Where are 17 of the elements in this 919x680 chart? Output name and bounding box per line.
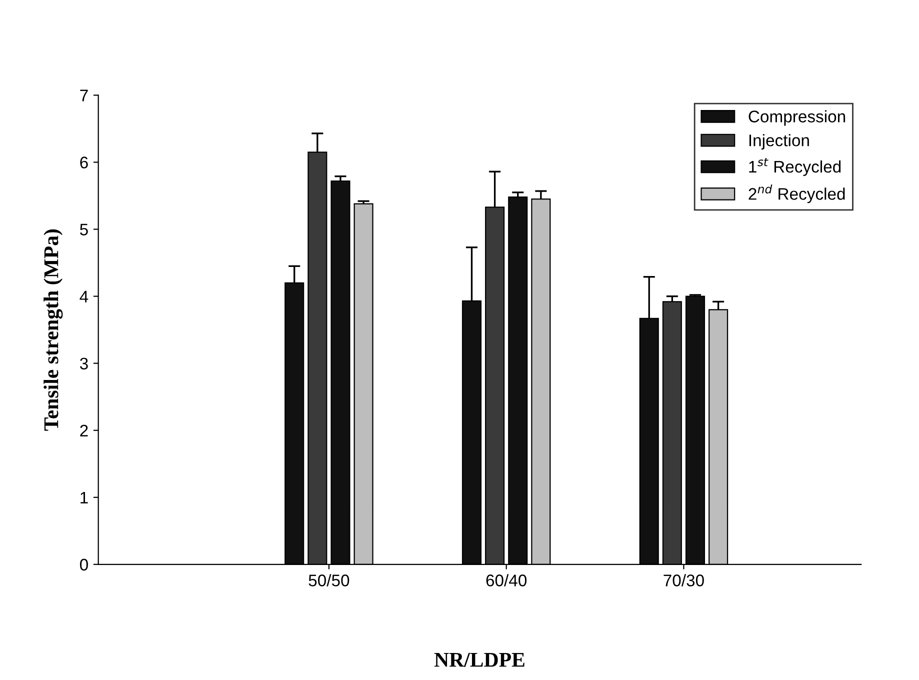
y-axis-title: Tensile strength (MPa) [44, 229, 63, 431]
y-tick-label: 6 [80, 156, 88, 168]
y-tick-label: 0 [80, 558, 88, 571]
legend-label: Injection [749, 134, 809, 150]
y-tick-label: 7 [80, 90, 88, 102]
x-tick-label: 60/40 [486, 574, 527, 586]
y-tick-label: 1 [80, 492, 88, 504]
x-tick-label: 70/30 [664, 574, 704, 586]
y-tick-label: 4 [80, 290, 88, 302]
legend-label: 1$^{st}$ Recycled [749, 158, 841, 176]
y-tick-label: 5 [80, 224, 88, 236]
legend-label: 2$^{nd}$ Recycled [748, 184, 845, 204]
legend-label: Compression [748, 110, 846, 126]
y-tick-label: 2 [80, 424, 88, 436]
y-tick-label: 3 [80, 358, 88, 370]
x-axis-title: NR/LDPE [434, 652, 524, 667]
x-tick-label: 50/50 [308, 574, 350, 586]
